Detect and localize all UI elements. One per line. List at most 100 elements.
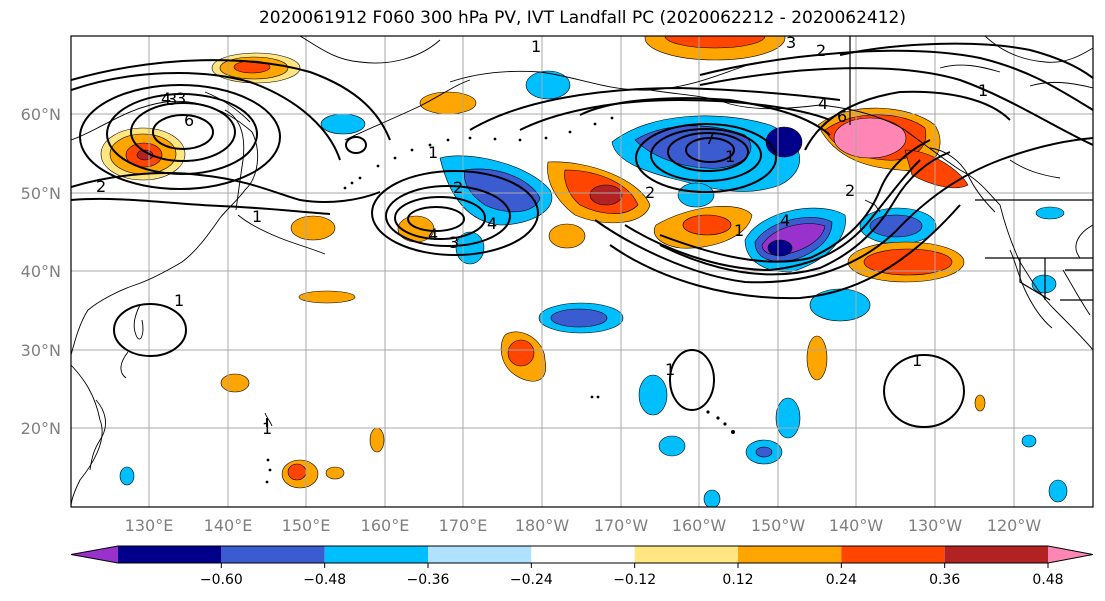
contour-label: 2 xyxy=(96,177,106,196)
colorbar-swatch xyxy=(428,546,532,563)
negative-field xyxy=(658,435,686,457)
negative-field xyxy=(320,113,366,135)
lon-label: 160°E xyxy=(361,516,410,535)
negative-field-midlat xyxy=(538,302,624,334)
lon-label: 140°W xyxy=(829,516,884,535)
negative-field xyxy=(1021,434,1037,448)
positive-field xyxy=(974,394,986,412)
negative-field-gulf xyxy=(611,115,803,208)
contour-labels: 3 2 6 4 3 1 2 1 1 2 3 4 4 1 1 2 6 7 4 3 … xyxy=(96,33,988,438)
colorbar-tick-label: −0.24 xyxy=(510,572,553,588)
negative-field-aleutian-west xyxy=(439,155,553,265)
lon-label: 180°W xyxy=(515,516,570,535)
contour-label: 3 xyxy=(176,89,186,108)
contour-label: 2 xyxy=(453,178,463,197)
negative-field xyxy=(809,288,871,322)
pv-contours xyxy=(71,42,1093,428)
contour-label: 2 xyxy=(845,181,855,200)
colorbar-swatch xyxy=(1048,546,1093,563)
contour-label: 1 xyxy=(665,360,675,379)
negative-field xyxy=(703,489,721,507)
colorbar-swatch xyxy=(634,546,738,563)
colorbar-swatch xyxy=(118,546,222,563)
contour-label: 1 xyxy=(174,291,184,310)
negative-field xyxy=(775,397,801,439)
positive-field xyxy=(369,427,385,453)
colorbar-tick-label: 0.48 xyxy=(1032,572,1063,588)
lon-label: 150°W xyxy=(751,516,806,535)
lat-label: 60°N xyxy=(21,105,61,124)
colorbar-outline xyxy=(70,545,1094,564)
colorbar-swatch xyxy=(324,546,428,563)
lat-label: 40°N xyxy=(21,262,61,281)
lon-label: 150°E xyxy=(282,516,331,535)
lon-label: 120°W xyxy=(987,516,1042,535)
figure-title: 2020061912 F060 300 hPa PV, IVT Landfall… xyxy=(258,8,906,28)
contour-label: 1 xyxy=(978,81,988,100)
contour-label: 1 xyxy=(262,419,272,438)
political-borders xyxy=(849,36,1093,301)
colorbar-swatch xyxy=(841,546,945,563)
contour-label: 4 xyxy=(780,211,790,230)
lon-label: 130°E xyxy=(125,516,174,535)
colorbar-tick-label: −0.12 xyxy=(613,572,656,588)
colorbar-swatch xyxy=(738,546,842,563)
contour-label: 6 xyxy=(837,107,847,126)
positive-field-east-pacific xyxy=(847,241,965,283)
positive-field-subtropic xyxy=(500,331,547,382)
positive-field xyxy=(220,373,250,393)
contour-label: 2 xyxy=(645,183,655,202)
negative-field xyxy=(1035,206,1065,220)
contour-label: 2 xyxy=(816,41,826,60)
contour-label: 7 xyxy=(705,129,715,148)
gridlines xyxy=(71,36,1093,507)
positive-field-okhotsk xyxy=(211,52,301,84)
contour-label: 4 xyxy=(161,89,171,108)
coastlines xyxy=(71,36,1093,507)
colorbar-tick-label: −0.60 xyxy=(200,572,243,588)
colorbar: −0.60 −0.48 −0.36 −0.24 −0.12 0.12 0.24 0.36 0.4… xyxy=(70,545,1094,588)
positive-field-top xyxy=(644,36,786,61)
colorbar-swatch xyxy=(71,546,118,563)
positive-field-alaska xyxy=(817,107,969,189)
lon-label: 160°W xyxy=(672,516,727,535)
positive-field xyxy=(298,290,356,304)
map-plot-area: 3 2 6 4 3 1 2 1 1 2 3 4 4 1 1 2 6 7 4 3 … xyxy=(71,33,1093,507)
negative-field xyxy=(638,374,668,416)
lon-label: 140°E xyxy=(204,516,253,535)
colorbar-tick-label: 0.36 xyxy=(929,572,960,588)
lon-label: 170°E xyxy=(439,516,488,535)
islands xyxy=(265,116,735,484)
lat-label: 50°N xyxy=(21,184,61,203)
positive-field xyxy=(290,215,336,241)
negative-field xyxy=(525,70,571,100)
contour-label: 4 xyxy=(818,94,828,113)
colorbar-swatch xyxy=(944,546,1048,563)
contour-label: 3 xyxy=(786,33,796,52)
contour-label: 1 xyxy=(252,207,262,226)
contour-label: 3 xyxy=(449,233,459,252)
colorbar-tick-label: 0.24 xyxy=(826,572,857,588)
colorbar-tick-label: −0.36 xyxy=(407,572,450,588)
lat-label: 30°N xyxy=(21,341,61,360)
colorbar-swatch xyxy=(531,546,635,563)
positive-field-south-west xyxy=(281,459,345,489)
negative-field xyxy=(1048,479,1068,503)
contour-label: 1 xyxy=(531,37,541,56)
contour-label: 4 xyxy=(487,214,497,233)
positive-field-northpacific xyxy=(547,161,651,249)
contour-label: 1 xyxy=(428,143,438,162)
contour-label: 1 xyxy=(912,351,922,370)
contour-label: 4 xyxy=(428,225,438,244)
negative-field xyxy=(119,466,135,486)
lat-label: 20°N xyxy=(21,419,61,438)
colorbar-tick-label: −0.48 xyxy=(303,572,346,588)
colorbar-tick-label: 0.12 xyxy=(722,572,753,588)
contour-label: 6 xyxy=(184,111,194,130)
colorbar-swatch xyxy=(221,546,325,563)
contour-label: 3 xyxy=(167,90,177,109)
positive-field xyxy=(419,91,477,115)
positive-field-asia xyxy=(100,127,186,181)
map-frame xyxy=(70,35,1094,508)
